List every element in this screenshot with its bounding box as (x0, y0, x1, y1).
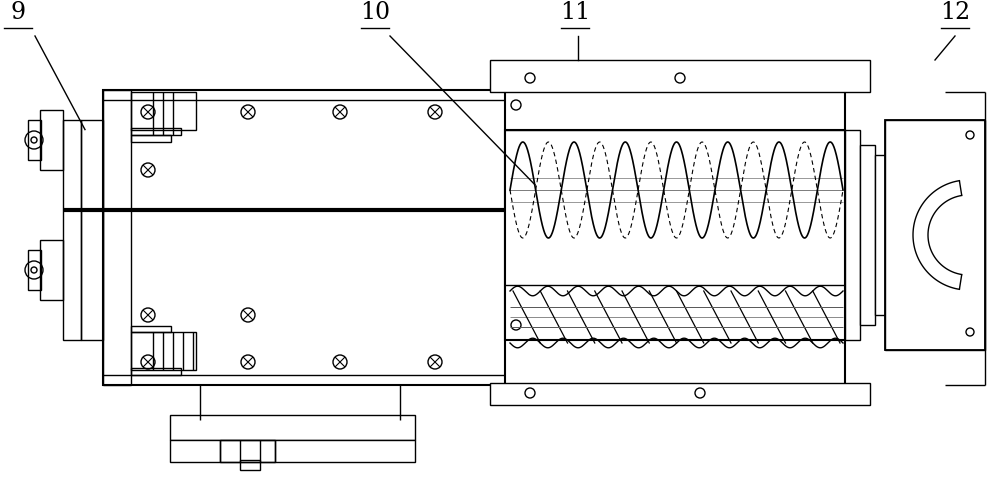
Bar (103, 90, 833, 385)
Bar (887, 155, 927, 185)
Bar (131, 135, 171, 142)
Text: 10: 10 (360, 1, 390, 24)
Bar (885, 120, 985, 350)
Text: 9: 9 (10, 1, 26, 24)
Text: 11: 11 (560, 1, 590, 24)
Bar (63, 120, 81, 340)
Bar (81, 120, 103, 340)
Bar (40, 240, 63, 300)
Bar (131, 332, 196, 370)
Bar (927, 160, 935, 180)
Bar (40, 110, 63, 170)
Bar (860, 145, 875, 325)
Bar (505, 90, 845, 385)
Bar (927, 275, 935, 295)
Bar (490, 383, 870, 405)
Bar (28, 120, 41, 160)
Bar (28, 250, 41, 290)
Bar (490, 60, 870, 92)
Bar (875, 155, 887, 315)
Bar (505, 130, 845, 340)
Bar (885, 120, 985, 350)
Bar (170, 440, 415, 462)
Bar (131, 92, 196, 130)
Bar (935, 280, 950, 290)
Bar (131, 326, 171, 332)
Bar (935, 165, 950, 175)
Bar (131, 128, 181, 135)
Bar (220, 440, 275, 462)
Bar (240, 460, 260, 470)
Text: 12: 12 (940, 1, 970, 24)
Bar (103, 90, 131, 385)
Bar (887, 270, 927, 300)
Bar (131, 368, 181, 375)
Bar (845, 130, 860, 340)
Bar (170, 415, 415, 440)
